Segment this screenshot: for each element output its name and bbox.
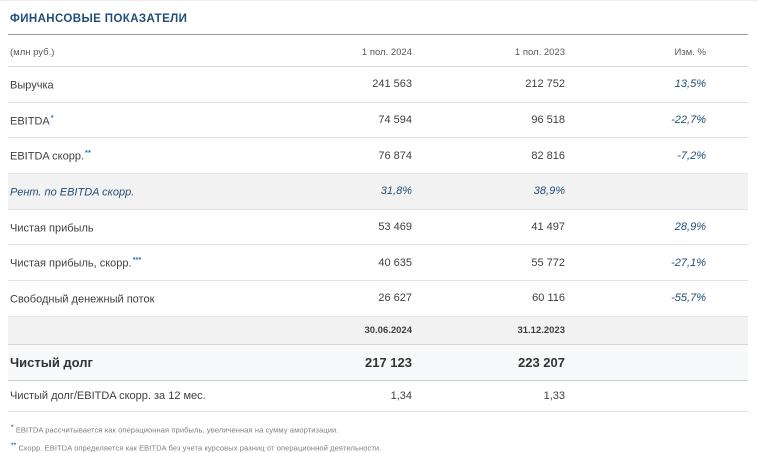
value-2023: 38,9% (533, 185, 565, 198)
value-2023: 96 518 (531, 113, 565, 126)
table-row-free-cash-flow: Свободный денежный поток 26 627 60 116 -… (8, 281, 748, 317)
footnote-marker: * (11, 423, 14, 431)
value-2024: 40 635 (378, 256, 412, 269)
table-row-net-debt: Чистый долг 217 123 223 207 (8, 344, 748, 381)
metric-label: Чистая прибыль (8, 220, 304, 235)
table-row-net-profit: Чистая прибыль 53 469 41 497 28,9% (8, 210, 748, 246)
date-2023: 31.12.2023 (517, 324, 565, 336)
table-header-row: (млн руб.) 1 пол. 2024 1 пол. 2023 Изм. … (8, 35, 748, 67)
value-2024: 31,8% (380, 185, 412, 198)
table-row-net-profit-adj: Чистая прибыль, скорр.*** 40 635 55 772 … (8, 245, 748, 281)
footnote-marker: * (50, 112, 54, 122)
value-2024: 26 627 (378, 292, 412, 305)
financial-table: (млн руб.) 1 пол. 2024 1 пол. 2023 Изм. … (8, 35, 748, 412)
metric-label: Чистый долг (10, 354, 93, 370)
table-row-ebitda-adj: EBITDA скорр.** 76 874 82 816 -7,2% (8, 138, 748, 174)
date-2024: 30.06.2024 (364, 324, 412, 336)
table-row-ebitda-margin: Рент. по EBITDA скорр. 31,8% 38,9% (8, 173, 748, 210)
metric-label-text: Рент. по EBITDA скорр. (10, 186, 135, 199)
table-row-debt-ebitda-ratio: Чистый долг/EBITDA скорр. за 12 мес. 1,3… (8, 381, 748, 412)
title-divider (8, 34, 748, 35)
footnote: ** Скорр. EBITDA определяется как EBITDA… (10, 442, 748, 453)
change-value: 28,9% (674, 220, 706, 233)
value-2024: 1,34 (390, 389, 412, 402)
metric-label-text: Свободный денежный поток (10, 293, 155, 306)
metric-label-text: EBITDA (10, 115, 50, 128)
footnote-text: Скорр. EBITDA определяется как EBITDA бе… (18, 443, 382, 453)
metric-label: EBITDA скорр.** (8, 148, 304, 163)
metric-label-text: EBITDA скорр. (10, 150, 85, 163)
value-2024: 53 469 (378, 220, 412, 233)
header-period-2023: 1 пол. 2023 (514, 47, 565, 58)
change-value: -7,2% (677, 149, 706, 162)
footnotes: * EBITDA рассчитывается как операционная… (8, 424, 748, 453)
footnote: * EBITDA рассчитывается как операционная… (10, 424, 748, 435)
header-period-2024: 1 пол. 2024 (361, 47, 412, 58)
change-value: -22,7% (671, 113, 706, 126)
header-change: Изм. % (674, 47, 706, 58)
change-value: -55,7% (671, 292, 706, 305)
footnote-marker: *** (132, 255, 142, 265)
value-2023: 223 207 (518, 354, 565, 370)
metric-label-text: Выручка (10, 79, 54, 92)
metric-label: Рент. по EBITDA скорр. (8, 184, 304, 199)
metric-label: EBITDA* (8, 113, 304, 128)
table-row-ebitda: EBITDA* 74 594 96 518 -22,7% (8, 103, 748, 139)
table-row-revenue: Выручка 241 563 212 752 13,5% (8, 67, 748, 103)
footnote-text: EBITDA рассчитывается как операционная п… (15, 425, 339, 435)
metric-label-text: Чистая прибыль (10, 222, 94, 235)
table-row-dates: 30.06.2024 31.12.2023 (8, 316, 748, 345)
value-2024: 241 563 (372, 78, 412, 91)
value-2023: 1,33 (543, 389, 565, 402)
page-title: ФИНАНСОВЫЕ ПОКАЗАТЕЛИ (10, 13, 188, 25)
value-2024: 76 874 (378, 149, 412, 162)
metric-label: Чистая прибыль, скорр.*** (8, 255, 304, 270)
footnote-marker: ** (11, 442, 17, 450)
value-2023: 82 816 (531, 149, 565, 162)
value-2024: 217 123 (365, 354, 412, 370)
value-2023: 41 497 (531, 220, 565, 233)
footnote-marker: ** (85, 148, 91, 158)
value-2023: 55 772 (531, 256, 565, 269)
value-2023: 60 116 (532, 292, 565, 305)
metric-label: Выручка (8, 77, 304, 92)
value-2024: 74 594 (378, 113, 412, 126)
metric-label: Свободный денежный поток (8, 291, 304, 306)
metric-label-text: Чистая прибыль, скорр. (10, 257, 132, 270)
change-value: -27,1% (671, 256, 706, 269)
metric-label: Чистый долг/EBITDA скорр. за 12 мес. (10, 389, 206, 402)
header-metric-unit: (млн руб.) (10, 47, 55, 58)
change-value: 13,5% (674, 78, 706, 91)
value-2023: 212 752 (525, 78, 565, 91)
